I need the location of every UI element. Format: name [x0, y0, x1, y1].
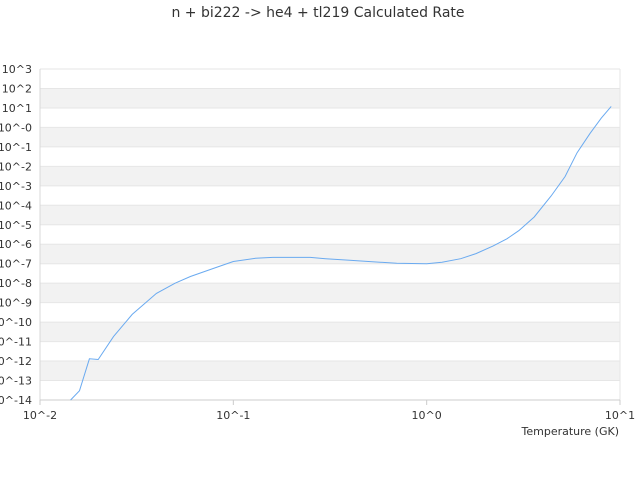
y-tick-label: 10^-12 — [0, 355, 32, 368]
y-tick-label: 10^-4 — [0, 199, 32, 212]
grid-band — [40, 166, 620, 186]
grid-band — [40, 283, 620, 303]
y-tick-label: 10^-8 — [0, 277, 32, 290]
y-tick-label: 10^-11 — [0, 336, 32, 349]
chart-title: n + bi222 -> he4 + tl219 Calculated Rate — [171, 5, 464, 21]
y-tick-label: 10^-10 — [0, 316, 32, 329]
y-tick-label: 10^-6 — [0, 238, 32, 251]
y-axis-ticks: 10^-14 10^-13 10^-12 10^-11 10^-10 10^-9 10^-8… — [0, 63, 32, 407]
y-tick-label: 10^3 — [2, 63, 32, 76]
y-tick-label: 10^-9 — [0, 297, 32, 310]
grid-band — [40, 127, 620, 147]
x-tick-label: 10^1 — [605, 409, 635, 422]
plot-frame — [39, 69, 621, 401]
rate-series-line — [70, 106, 612, 401]
y-tick-label: 10^-0 — [0, 121, 32, 134]
x-tick-label: 10^-2 — [23, 409, 57, 422]
x-axis-label: Temperature (GK) — [521, 425, 620, 438]
grid-band — [40, 205, 620, 225]
y-tick-label: 10^-14 — [0, 394, 32, 407]
y-tick-label: 10^-2 — [0, 160, 32, 173]
x-tick-label: 10^-1 — [216, 409, 250, 422]
y-tick-label: 10^1 — [2, 102, 32, 115]
y-tick-label: 10^-13 — [0, 375, 32, 388]
grid-bands — [40, 68, 620, 382]
grid-band — [40, 244, 620, 264]
y-tick-label: 10^-1 — [0, 141, 32, 154]
y-tick-label: 10^2 — [2, 82, 32, 95]
y-tick-label: 10^-5 — [0, 219, 32, 232]
y-tick-label: 10^-3 — [0, 180, 32, 193]
y-tick-label: 10^-7 — [0, 258, 32, 271]
x-axis-ticks: 10^-2 10^-1 10^0 10^1 — [23, 400, 635, 422]
grid-band — [40, 361, 620, 381]
grid-band — [40, 322, 620, 342]
x-tick-label: 10^0 — [412, 409, 442, 422]
grid-band — [40, 88, 620, 108]
series-group — [70, 106, 612, 401]
